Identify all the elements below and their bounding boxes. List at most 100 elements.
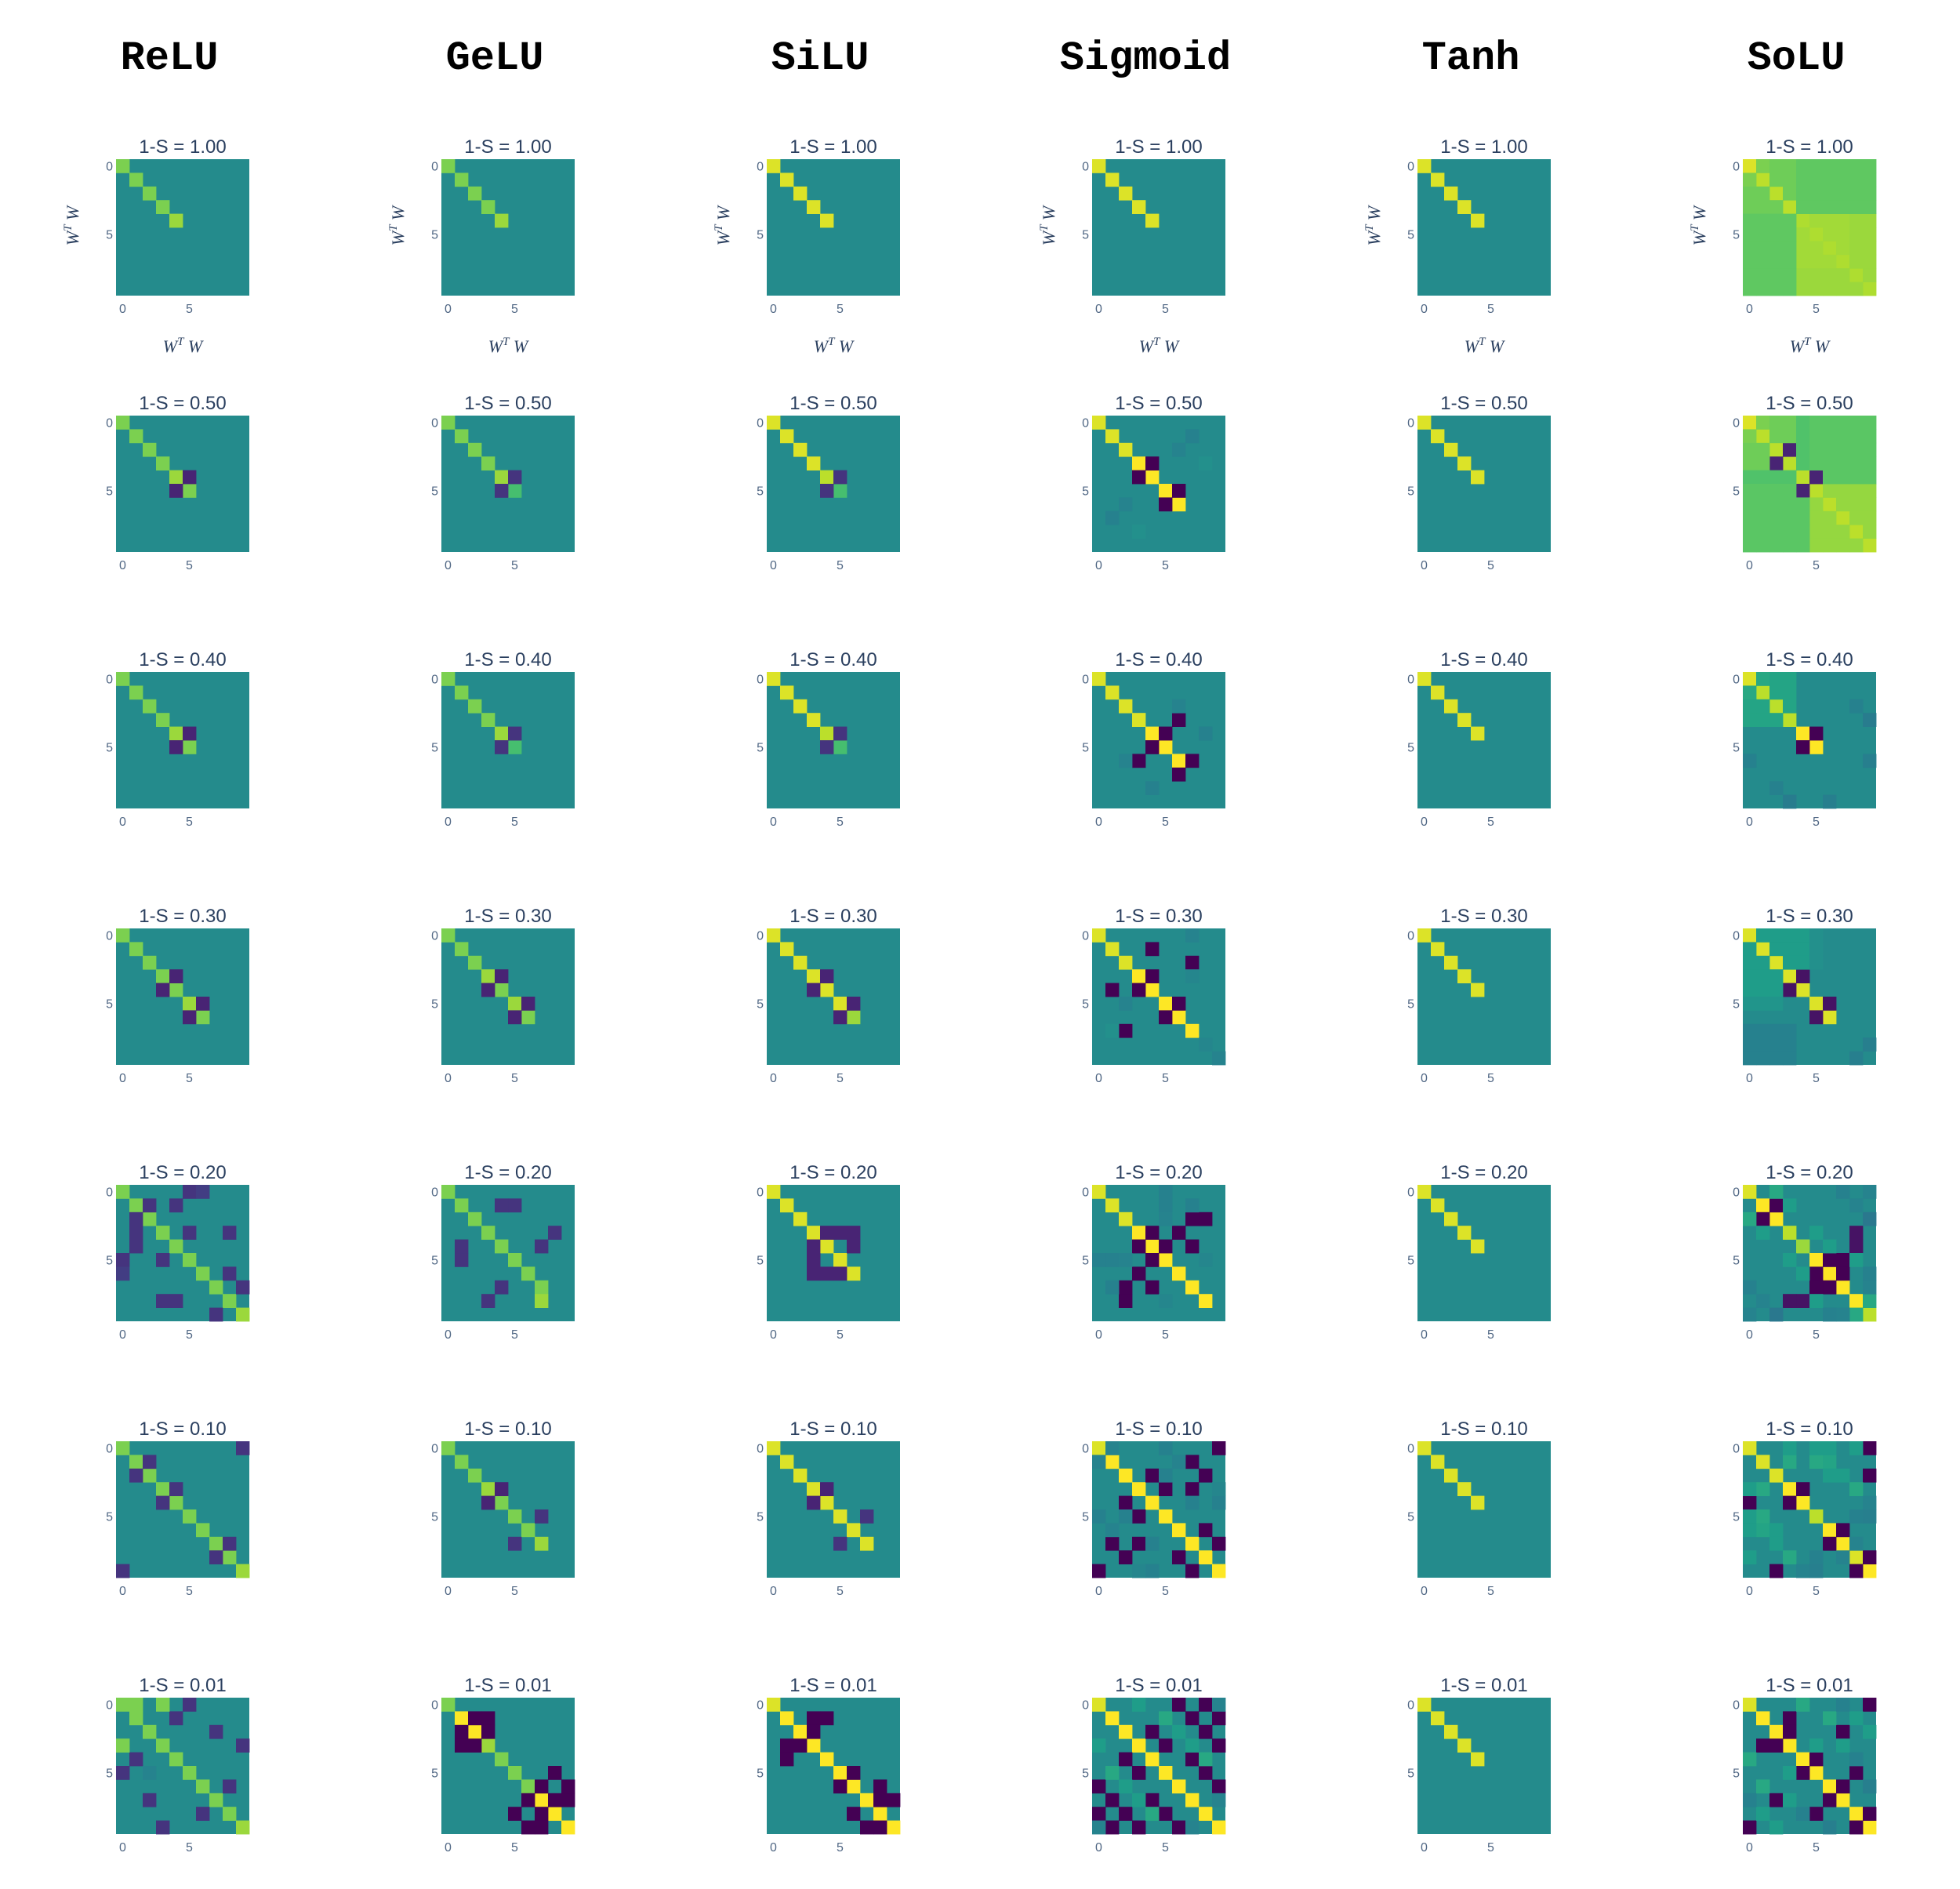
heatmap-cell — [1849, 510, 1864, 525]
heatmap-cell — [1132, 1698, 1146, 1712]
heatmap-cell — [1119, 1280, 1133, 1295]
heatmap-cell — [1783, 1037, 1797, 1052]
heatmap-cell — [455, 1455, 469, 1469]
heatmap-cell — [143, 1766, 157, 1780]
heatmap-cell — [1863, 1509, 1877, 1524]
x-tick-label: 0 — [1746, 816, 1753, 829]
panel-title: 1-S = 0.50 — [464, 393, 551, 414]
panel-title: 1-S = 0.20 — [1766, 1162, 1853, 1183]
heatmap-cell — [548, 1226, 562, 1240]
heatmap-cell — [1145, 456, 1160, 470]
heatmap-cell — [1809, 1550, 1824, 1564]
heatmap-cell — [1743, 1441, 1757, 1455]
heatmap-cell — [820, 726, 834, 741]
heatmap-cell — [1457, 1482, 1472, 1496]
y-tick-label: 5 — [757, 1767, 764, 1781]
heatmap-cell — [1823, 1523, 1837, 1538]
heatmap-cell — [1092, 1779, 1106, 1794]
heatmap-cell — [1783, 955, 1797, 970]
heatmap-cell — [820, 1482, 834, 1496]
heatmap-cell — [223, 1779, 237, 1794]
heatmap-cell — [1809, 241, 1824, 256]
heatmap-cell — [1172, 997, 1186, 1011]
heatmap-cell — [521, 1266, 535, 1281]
heatmap-cell — [1836, 1253, 1850, 1267]
heatmap-cell — [1796, 538, 1810, 553]
y-tick-label: 0 — [106, 1186, 113, 1200]
heatmap-cell — [1863, 754, 1877, 768]
heatmap-cell — [1212, 1564, 1226, 1578]
heatmap-cell — [1796, 1294, 1810, 1308]
panel-title: 1-S = 0.01 — [464, 1675, 551, 1696]
x-tick-label: 5 — [837, 1072, 844, 1085]
heatmap-cell — [116, 1185, 130, 1199]
heatmap-cell — [481, 969, 495, 983]
heatmap-cell — [1145, 1807, 1160, 1821]
heatmap-cell — [156, 456, 170, 470]
heatmap-cell — [1159, 997, 1173, 1011]
heatmap-cell — [1444, 699, 1458, 714]
heatmap-cell — [1457, 713, 1472, 727]
heatmap-cell — [1823, 1779, 1837, 1794]
heatmap-cell — [1105, 1441, 1120, 1455]
x-tick-label: 0 — [1746, 1328, 1753, 1342]
y-tick-label: 5 — [757, 485, 764, 499]
heatmap-cell — [1863, 1212, 1877, 1226]
heatmap-cell — [1796, 456, 1810, 470]
heatmap-cell — [1471, 470, 1485, 485]
heatmap-cell — [169, 1495, 183, 1510]
heatmap-cell — [1119, 1724, 1133, 1739]
heatmap-cell — [1809, 456, 1824, 470]
heatmap-cell — [1185, 1198, 1200, 1213]
heatmap-cell — [1756, 997, 1770, 1011]
heatmap-cell — [1783, 1550, 1797, 1564]
y-tick-label: 5 — [1082, 1511, 1089, 1524]
heatmap-cell — [143, 1793, 157, 1807]
x-tick-label: 0 — [119, 1072, 126, 1085]
heatmap-cell — [1809, 1441, 1824, 1455]
y-tick-label: 5 — [757, 1255, 764, 1268]
heatmap-cell — [1849, 1307, 1864, 1322]
heatmap-cell — [1783, 227, 1797, 242]
heatmap-cell — [196, 1523, 210, 1538]
heatmap-cell — [468, 699, 482, 714]
heatmap-cell — [1809, 1226, 1824, 1240]
heatmap-cell — [1431, 685, 1445, 700]
heatmap-cell — [1809, 726, 1824, 741]
heatmap-cell — [1092, 416, 1106, 430]
heatmap-cell — [1783, 1711, 1797, 1726]
heatmap-cell — [1823, 254, 1837, 269]
heatmap-cell — [441, 1698, 456, 1712]
heatmap-cell — [1823, 1441, 1837, 1455]
heatmap-cell — [1212, 1793, 1226, 1807]
heatmap-cell — [807, 1253, 821, 1267]
heatmap-cell — [1863, 1564, 1877, 1578]
heatmap-cell — [1159, 740, 1173, 754]
x-tick-label: 5 — [837, 303, 844, 316]
heatmap-cell — [860, 1793, 874, 1807]
heatmap-cell — [548, 1766, 562, 1780]
x-tick-label: 5 — [511, 1072, 518, 1085]
heatmap-cell — [1836, 1550, 1850, 1564]
panel-title: 1-S = 1.00 — [464, 136, 551, 158]
heatmap-cell — [169, 969, 183, 983]
heatmap-cell — [1185, 754, 1200, 768]
heatmap-cell — [1756, 416, 1770, 430]
heatmap-cell — [807, 1495, 821, 1510]
heatmap-cell — [1809, 484, 1824, 498]
y-tick-label: 5 — [431, 485, 438, 499]
heatmap-cell — [1849, 429, 1864, 444]
heatmap-cell — [1743, 1495, 1757, 1510]
heatmap-cell — [1172, 699, 1186, 714]
heatmap-cell — [455, 173, 469, 187]
heatmap-cell — [1809, 159, 1824, 173]
heatmap-cell — [495, 1280, 509, 1295]
heatmap-cell — [1849, 538, 1864, 553]
heatmap-cell — [833, 1509, 848, 1524]
heatmap-cell — [1185, 1752, 1200, 1767]
heatmap-cell — [223, 1226, 237, 1240]
heatmap-cell — [1863, 510, 1877, 525]
heatmap-cell — [535, 1779, 549, 1794]
heatmap-cell — [1796, 416, 1810, 430]
heatmap-cell — [1836, 282, 1850, 296]
